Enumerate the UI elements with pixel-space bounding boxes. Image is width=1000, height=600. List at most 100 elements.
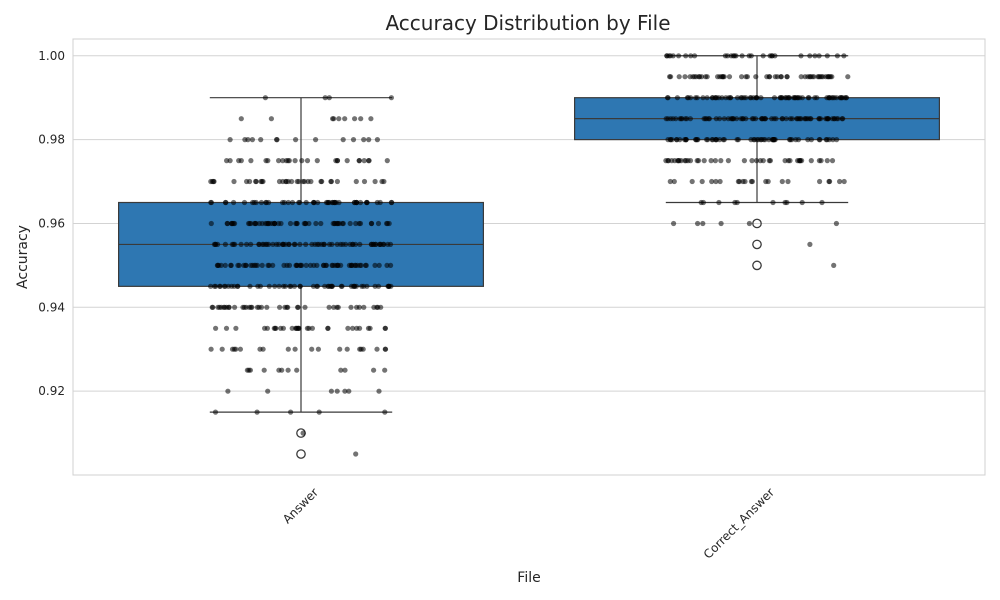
strip-point bbox=[247, 283, 253, 289]
strip-point bbox=[762, 116, 769, 122]
strip-point bbox=[344, 346, 350, 352]
strip-point bbox=[817, 178, 823, 185]
strip-point bbox=[829, 158, 836, 164]
strip-point bbox=[337, 346, 343, 352]
strip-point bbox=[795, 137, 802, 143]
strip-point bbox=[334, 178, 340, 185]
strip-point bbox=[208, 283, 214, 289]
strip-point bbox=[807, 53, 813, 59]
strip-point bbox=[357, 241, 363, 247]
strip-point bbox=[721, 116, 727, 122]
strip-point bbox=[278, 220, 284, 227]
strip-point bbox=[704, 95, 710, 101]
strip-point bbox=[283, 241, 289, 247]
strip-point bbox=[358, 346, 364, 352]
strip-point bbox=[278, 325, 284, 331]
strip-point bbox=[353, 451, 359, 457]
strip-point bbox=[713, 116, 719, 122]
strip-point bbox=[283, 178, 289, 185]
strip-point bbox=[339, 220, 346, 227]
strip-point bbox=[799, 95, 806, 101]
strip-point bbox=[382, 409, 388, 415]
strip-point bbox=[265, 388, 271, 394]
strip-point bbox=[755, 137, 762, 143]
strip-point bbox=[232, 304, 238, 310]
strip-point bbox=[297, 283, 303, 289]
strip-point bbox=[700, 95, 706, 101]
strip-point bbox=[316, 409, 322, 415]
strip-point bbox=[257, 346, 263, 352]
strip-point bbox=[322, 283, 328, 289]
strip-point bbox=[357, 325, 363, 331]
strip-point bbox=[338, 367, 344, 373]
strip-point bbox=[374, 137, 380, 143]
strip-point bbox=[365, 325, 372, 331]
strip-point bbox=[816, 116, 822, 122]
strip-point bbox=[683, 53, 689, 59]
strip-point bbox=[382, 346, 388, 352]
strip-point bbox=[223, 199, 229, 206]
strip-point bbox=[663, 116, 669, 122]
strip-point bbox=[785, 178, 791, 185]
strip-point bbox=[296, 325, 302, 331]
strip-point bbox=[330, 116, 336, 122]
strip-point bbox=[241, 199, 248, 206]
strip-point bbox=[372, 178, 378, 185]
strip-point bbox=[835, 116, 841, 122]
strip-point bbox=[774, 74, 781, 80]
strip-point bbox=[741, 95, 747, 101]
strip-point bbox=[361, 137, 367, 143]
strip-point bbox=[274, 137, 280, 143]
strip-point bbox=[291, 283, 298, 289]
strip-point bbox=[210, 304, 216, 310]
strip-point bbox=[224, 220, 230, 227]
strip-point bbox=[771, 116, 777, 122]
strip-point bbox=[345, 325, 351, 331]
strip-point bbox=[315, 346, 321, 352]
strip-point bbox=[386, 283, 392, 289]
strip-point bbox=[825, 116, 832, 122]
y-tick-label: 1.00 bbox=[38, 49, 65, 63]
strip-point bbox=[790, 95, 797, 101]
strip-point bbox=[738, 116, 744, 122]
strip-point bbox=[315, 199, 321, 206]
strip-point bbox=[250, 262, 256, 268]
strip-point bbox=[342, 388, 348, 394]
strip-point bbox=[784, 199, 790, 206]
strip-point bbox=[782, 158, 788, 164]
strip-point bbox=[289, 178, 295, 185]
strip-point bbox=[807, 74, 813, 80]
strip-point bbox=[667, 74, 673, 80]
strip-point bbox=[219, 346, 225, 352]
strip-point bbox=[749, 158, 755, 164]
strip-point bbox=[342, 367, 348, 373]
strip-point bbox=[272, 283, 278, 289]
strip-point bbox=[698, 199, 704, 206]
outlier-point bbox=[752, 260, 762, 271]
strip-point bbox=[346, 388, 352, 394]
y-tick-label: 0.96 bbox=[38, 216, 65, 230]
strip-point bbox=[244, 367, 250, 373]
strip-point bbox=[328, 388, 334, 394]
strip-point bbox=[381, 178, 387, 185]
strip-point bbox=[331, 220, 338, 227]
strip-point bbox=[805, 137, 811, 143]
strip-point bbox=[694, 137, 700, 143]
strip-point bbox=[796, 116, 802, 122]
strip-point bbox=[687, 116, 694, 122]
strip-point bbox=[718, 220, 724, 227]
strip-point bbox=[368, 116, 374, 122]
strip-point bbox=[797, 158, 803, 164]
strip-point bbox=[314, 158, 320, 164]
strip-point bbox=[254, 262, 260, 268]
y-tick-label: 0.98 bbox=[38, 133, 65, 147]
strip-point bbox=[217, 283, 223, 289]
strip-point bbox=[276, 283, 282, 289]
strip-point bbox=[739, 53, 745, 59]
strip-point bbox=[735, 178, 742, 185]
strip-point bbox=[364, 199, 370, 206]
strip-point bbox=[671, 178, 677, 185]
strip-point bbox=[263, 158, 269, 164]
strip-point bbox=[322, 95, 328, 101]
strip-point bbox=[802, 116, 808, 122]
